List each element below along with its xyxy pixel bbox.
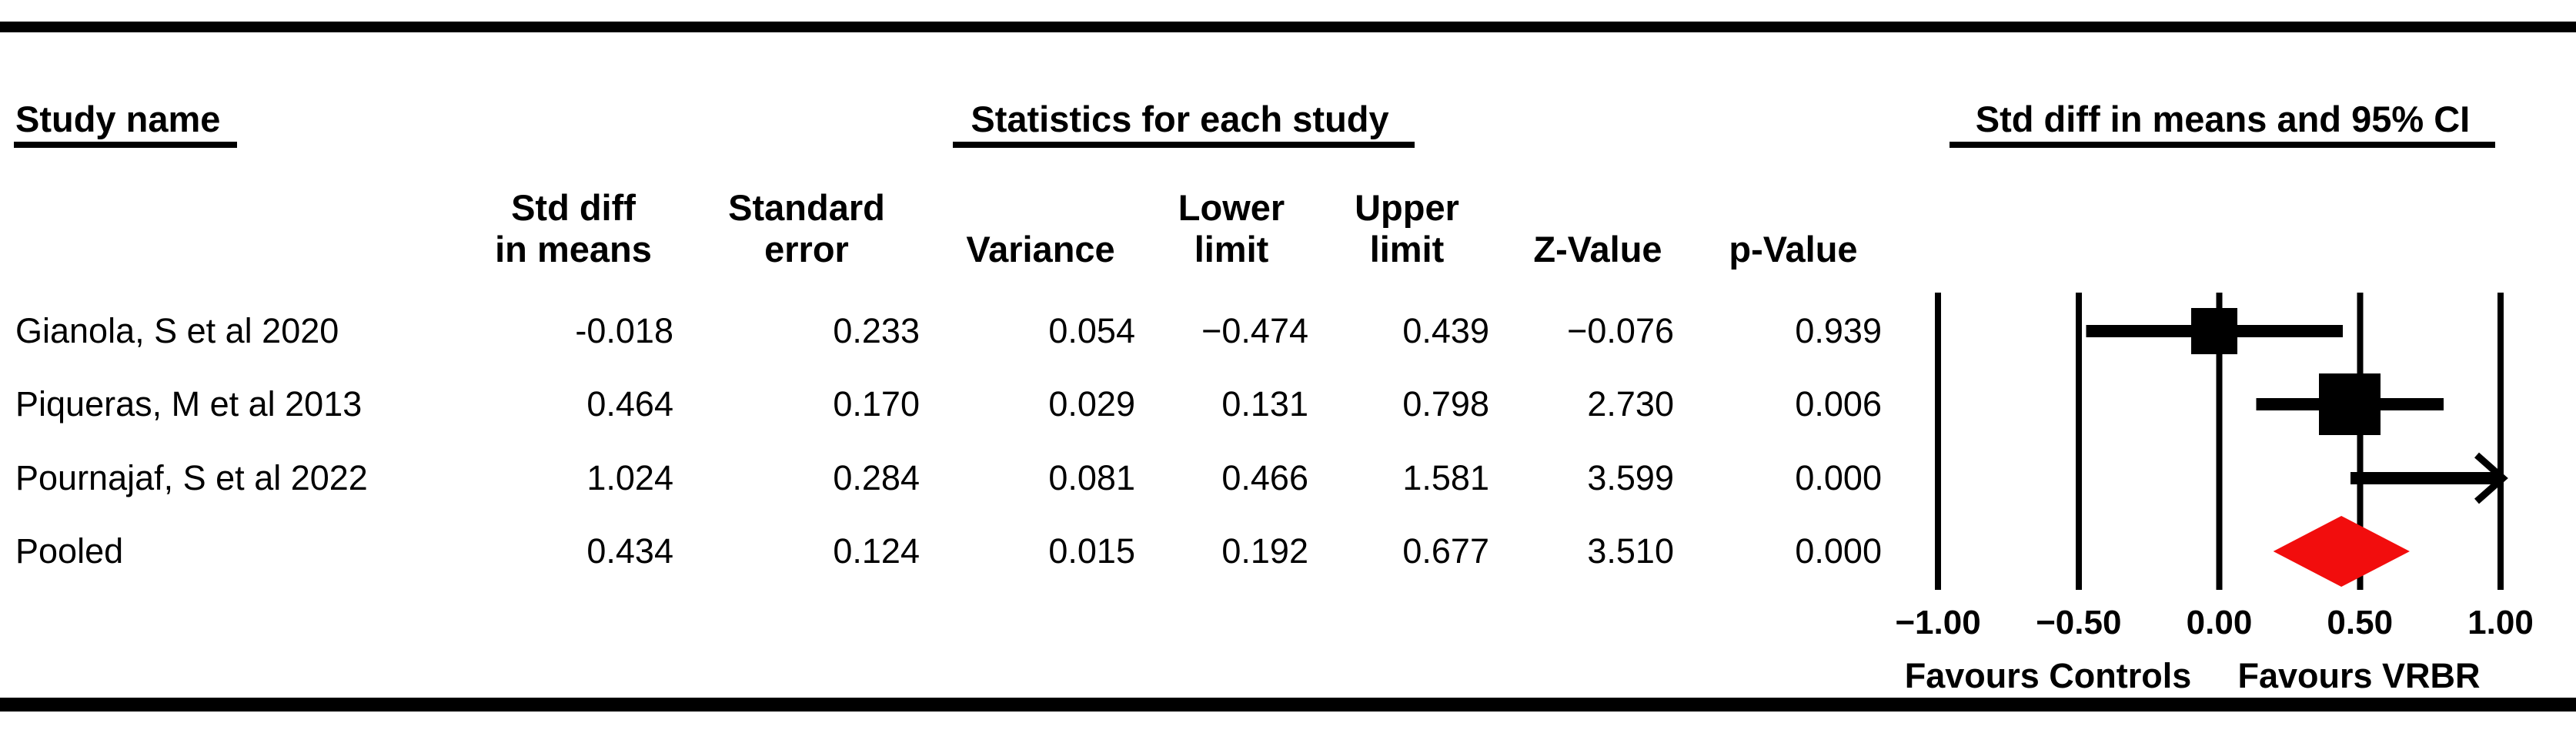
stat-value: −0.076 [1567, 311, 1674, 350]
study-name: Pooled [15, 531, 124, 571]
stat-value: 0.192 [1221, 531, 1308, 571]
study-name: Gianola, S et al 2020 [15, 311, 339, 350]
stat-value: 0.939 [1795, 311, 1882, 350]
pooled-diamond [2273, 516, 2410, 587]
column-header-line1: Std diff [511, 187, 636, 228]
gridline [2075, 293, 2082, 590]
stat-value: 0.434 [586, 531, 673, 571]
stat-value: 0.284 [833, 458, 920, 497]
stat-value: 0.000 [1795, 531, 1882, 571]
column-header-line2: Variance [966, 229, 1115, 270]
column-header-line2: p-Value [1729, 229, 1858, 270]
point-estimate-square [2319, 373, 2381, 435]
column-header: Variance [887, 187, 1194, 270]
stat-value: 0.466 [1221, 458, 1308, 497]
gridline [2357, 293, 2364, 590]
column-header: p-Value [1639, 187, 1947, 270]
column-header: Upper limit [1253, 187, 1561, 270]
column-header-line1: Lower [1178, 187, 1285, 228]
column-header: Lower limit [1078, 187, 1385, 270]
plot-header: Std diff in means and 95% CI [1975, 99, 2471, 139]
axis-tick-label: 0.00 [2186, 604, 2253, 641]
study-name-header: Study name [15, 99, 221, 139]
column-header-line2: limit [1194, 229, 1269, 270]
column-header-line2: error [764, 229, 849, 270]
study-name: Piqueras, M et al 2013 [15, 384, 363, 424]
ci-arrow-right [2474, 452, 2508, 504]
gridline [2216, 293, 2223, 590]
stat-value: 0.233 [833, 311, 920, 350]
stat-value: 0.677 [1402, 531, 1489, 571]
stat-value: 1.024 [586, 458, 673, 497]
stat-value: 1.581 [1402, 458, 1489, 497]
column-header-line2: Z-Value [1533, 229, 1662, 270]
point-estimate-square [2190, 308, 2237, 354]
column-header-line2: in means [495, 229, 652, 270]
stat-value: 0.131 [1221, 384, 1308, 424]
axis-tick-label: −0.50 [2036, 604, 2122, 641]
stat-value: 0.029 [1048, 384, 1135, 424]
statistics-header: Statistics for each study [971, 99, 1389, 139]
column-header: Standard error [653, 187, 961, 270]
bottom-rule [0, 698, 2576, 712]
stat-value: 3.599 [1587, 458, 1674, 497]
axis-tick-label: −1.00 [1895, 604, 1981, 641]
stat-value: 0.464 [586, 384, 673, 424]
stat-value: 0.124 [833, 531, 920, 571]
stat-value: −0.474 [1201, 311, 1308, 350]
column-header-line1: Standard [728, 187, 885, 228]
gridline [1935, 293, 1941, 590]
stat-value: 0.439 [1402, 311, 1489, 350]
axis-tick-label: 1.00 [2467, 604, 2534, 641]
study-name-underline [14, 142, 237, 148]
stat-value: 0.081 [1048, 458, 1135, 497]
column-header-line1: Upper [1355, 187, 1459, 228]
stat-value: -0.018 [575, 311, 673, 350]
favours-left-label: Favours Controls [1904, 656, 2192, 695]
study-name: Pournajaf, S et al 2022 [15, 458, 368, 497]
statistics-underline [953, 142, 1415, 148]
stat-value: 0.054 [1048, 311, 1135, 350]
stat-value: 0.006 [1795, 384, 1882, 424]
ci-bar [2350, 472, 2501, 484]
column-header: Std diff in means [419, 187, 727, 270]
stat-value: 0.170 [833, 384, 920, 424]
stat-value: 0.000 [1795, 458, 1882, 497]
column-header: Z-Value [1444, 187, 1752, 270]
plot-underline [1950, 142, 2495, 148]
stat-value: 2.730 [1587, 384, 1674, 424]
stat-value: 0.015 [1048, 531, 1135, 571]
column-header-line2: limit [1369, 229, 1445, 270]
gridline [2497, 293, 2504, 590]
axis-tick-label: 0.50 [2327, 604, 2394, 641]
top-rule [0, 22, 2576, 32]
stat-value: 0.798 [1402, 384, 1489, 424]
favours-right-label: Favours VRBR [2237, 656, 2481, 695]
stat-value: 3.510 [1587, 531, 1674, 571]
